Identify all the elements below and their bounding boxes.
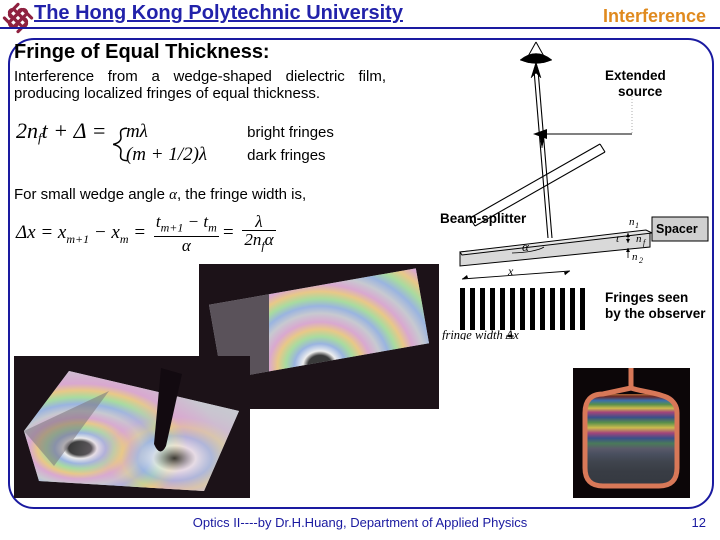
svg-text:x: x: [507, 264, 514, 278]
svg-text:n: n: [636, 233, 642, 245]
svg-text:Spacer: Spacer: [656, 222, 698, 236]
svg-text:Extended: Extended: [605, 68, 666, 83]
svg-text:α: α: [522, 239, 530, 254]
svg-text:by the observer: by the observer: [605, 306, 706, 321]
svg-text:fringe width Δx: fringe width Δx: [442, 328, 519, 340]
svg-text:2: 2: [639, 256, 643, 265]
svg-text:Beam-splitter: Beam-splitter: [440, 211, 527, 226]
svg-text:1: 1: [635, 221, 639, 230]
svg-text:source: source: [618, 84, 663, 99]
svg-text:Fringes seen: Fringes seen: [605, 290, 688, 305]
svg-text:n: n: [632, 251, 638, 263]
